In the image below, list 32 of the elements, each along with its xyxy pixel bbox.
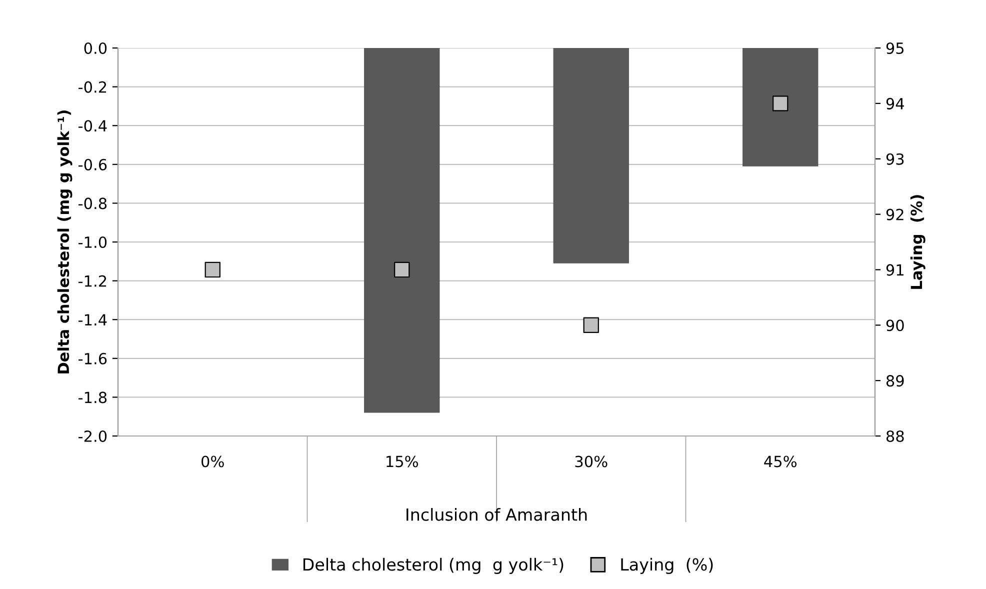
y-tick-label: -1.4: [78, 314, 107, 326]
x-tick-label: 45%: [764, 456, 797, 468]
y-tick-label: -0.2: [78, 81, 106, 93]
y-tick-label: -1.0: [78, 236, 107, 248]
y-axis-title: Delta cholesterol (mg g yolk⁻¹): [57, 110, 72, 374]
y2-tick-label: 92: [886, 208, 904, 220]
point: [583, 317, 599, 333]
y-tick-label: -1.6: [78, 352, 107, 364]
point: [772, 96, 788, 112]
y-tick-label: -0.6: [78, 158, 107, 170]
y2-tick-label: 88: [886, 430, 904, 442]
y-tick-label: -0.4: [78, 120, 107, 132]
legend-label: Delta cholesterol (mg g yolk⁻¹): [303, 558, 564, 574]
point: [394, 262, 410, 278]
x-tick-label: 15%: [386, 456, 418, 468]
y2-tick-label: 95: [886, 42, 904, 54]
y-tick-label: -2.0: [78, 430, 107, 442]
y-tick-label: 0.0: [84, 42, 107, 54]
y-tick-label: -1.8: [78, 392, 107, 404]
y2-tick-label: 91: [886, 264, 904, 276]
y-tick-label: -1.2: [78, 275, 106, 287]
x-axis-title: Inclusion of Amaranth: [406, 508, 587, 521]
y-tick-label: -0.8: [78, 198, 107, 210]
y2-tick-label: 93: [886, 153, 904, 165]
point: [204, 262, 220, 278]
y2-tick-label: 90: [886, 320, 904, 332]
y2-axis-title: Laying (%): [910, 195, 926, 289]
x-tick-label: 0%: [202, 456, 224, 468]
x-tick-label: 30%: [575, 456, 608, 468]
y2-tick-label: 94: [886, 98, 904, 110]
legend-label: Laying (%): [621, 558, 713, 574]
y2-tick-label: 89: [886, 375, 904, 387]
